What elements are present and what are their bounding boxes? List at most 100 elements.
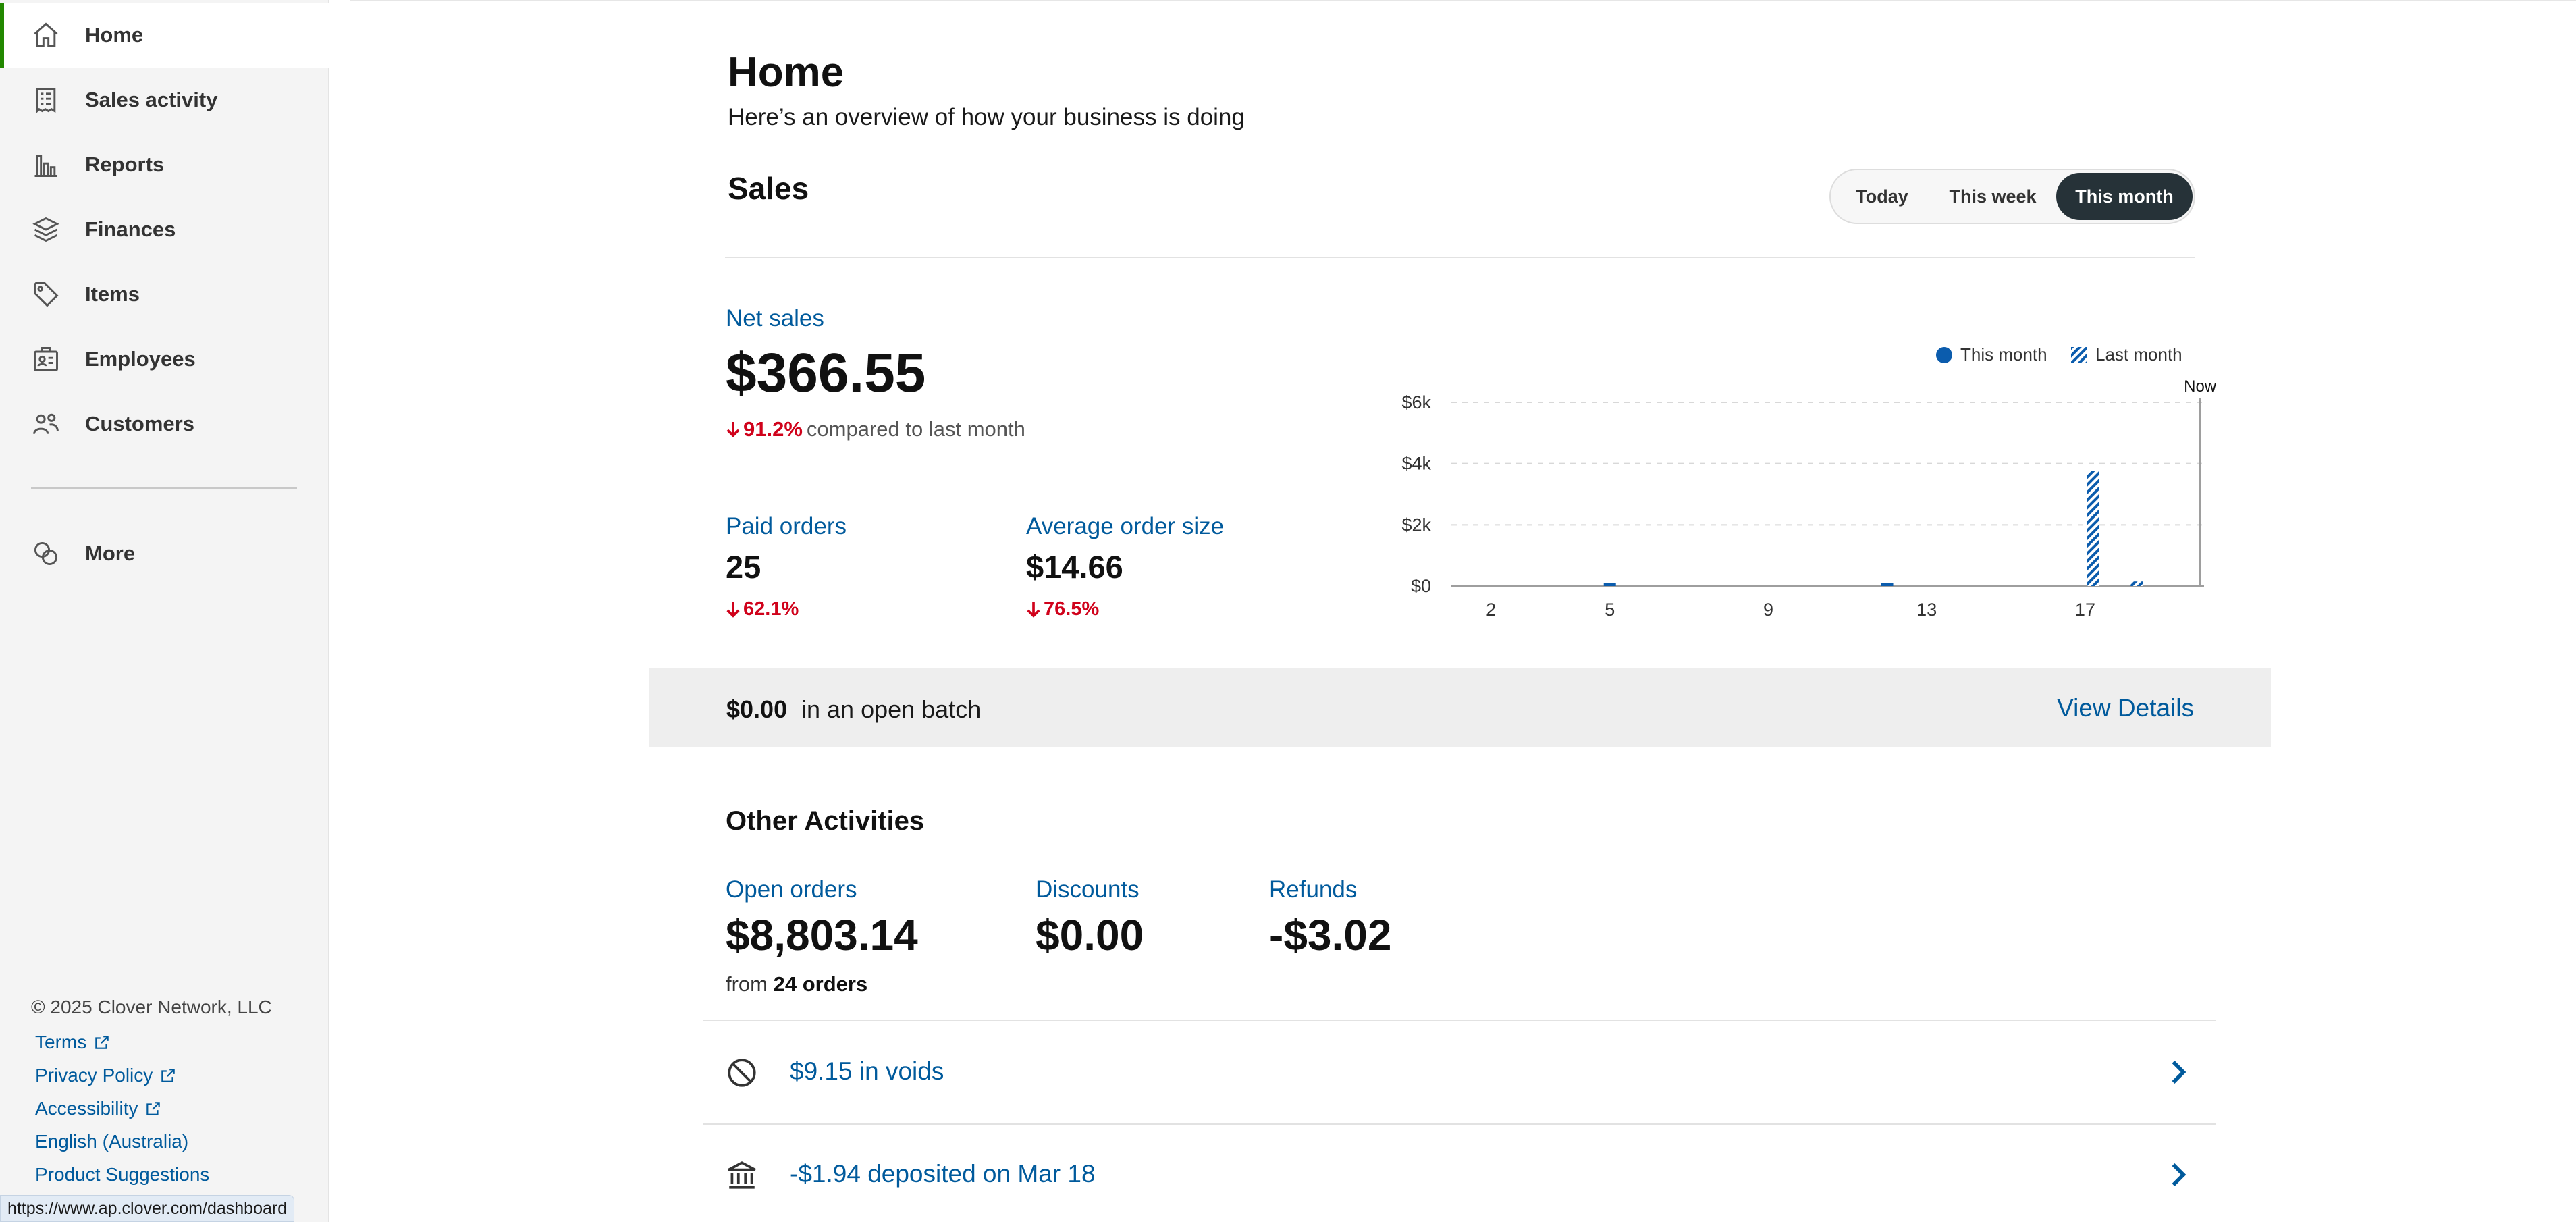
range-selector: Today This week This month [1829,169,2195,224]
open-orders-from-prefix: from [726,972,768,996]
sidebar-item-more[interactable]: More [0,521,329,586]
range-this-month-button[interactable]: This month [2056,173,2193,220]
sidebar-item-label: More [85,541,136,565]
list-divider [703,1123,2216,1125]
external-link-icon [146,1102,161,1115]
range-this-week-button[interactable]: This week [1949,186,2037,207]
bank-icon [728,1161,756,1189]
accessibility-link[interactable]: Accessibility [35,1098,162,1119]
legend-this-month-swatch [1936,347,1952,363]
sidebar-item-home[interactable]: Home [0,3,329,68]
sales-chart: $0 $2k $4k $6k 2 5 9 13 17 Now This month Last mont… [1377,338,2217,635]
external-link-icon [161,1069,176,1082]
sidebar-item-reports[interactable]: Reports [0,132,329,197]
page-subtitle: Here’s an overview of how your business … [728,104,1245,130]
deposit-row-text: -$1.94 deposited on Mar 18 [790,1160,1096,1188]
average-order-change-percent: 76.5% [1044,598,1100,620]
average-order-label[interactable]: Average order size [1026,513,1225,539]
net-sales-change-percent: 91.2% [743,417,803,441]
tag-icon [31,280,61,309]
status-bar-url: https://www.ap.clover.com/dashboard [0,1195,295,1222]
arrow-down-icon [726,602,740,618]
list-divider [703,1020,2216,1021]
batch-amount: $0.00 [726,695,788,723]
x-tick-label: 2 [1486,600,1496,620]
accessibility-link-label: Accessibility [35,1098,138,1119]
arrow-down-icon [1027,602,1040,618]
view-details-link[interactable]: View Details [2057,694,2194,722]
discounts-value: $0.00 [1036,911,1144,959]
sidebar-item-label: Items [85,282,140,306]
paid-orders-change: 62.1% [726,598,799,620]
refunds-value: -$3.02 [1269,911,1392,959]
home-icon [31,20,61,50]
batch-text: in an open batch [801,695,982,723]
language-link[interactable]: English (Australia) [35,1131,189,1152]
bar-chart-icon [31,150,61,180]
sidebar-item-sales-activity[interactable]: Sales activity [0,68,329,132]
net-sales-label[interactable]: Net sales [726,305,824,331]
top-divider [350,0,2576,1]
sidebar-item-label: Customers [85,412,194,435]
sidebar-item-label: Sales activity [85,88,218,111]
chevron-right-icon [2172,1061,2186,1084]
x-tick-label: 17 [2075,600,2095,620]
net-sales-decrease: 91.2% [726,417,803,442]
sales-chart-svg: $0 $2k $4k $6k 2 5 9 13 17 Now This month Last mont… [1401,344,2217,620]
product-suggestions-link[interactable]: Product Suggestions [35,1164,210,1185]
sidebar-item-employees[interactable]: Employees [0,327,329,392]
last-month-bar [2130,581,2143,586]
sidebar-item-customers[interactable]: Customers [0,392,329,456]
x-tick-label: 5 [1605,600,1615,620]
people-icon [31,409,61,439]
range-today-button[interactable]: Today [1856,186,1908,207]
deposit-row[interactable]: -$1.94 deposited on Mar 18 [703,1125,2216,1222]
legend-last-month-swatch [2071,347,2087,363]
more-apps-icon [31,539,61,568]
open-orders-label[interactable]: Open orders [726,876,857,903]
sidebar-divider [31,487,297,489]
sidebar: Home Sales activity Reports Finances Ite… [0,0,329,1222]
sidebar-item-finances[interactable]: Finances [0,197,329,262]
open-orders-value: $8,803.14 [726,911,918,959]
voids-row[interactable]: $9.15 in voids [703,1022,2216,1123]
legend-this-month-label: This month [1960,344,2047,365]
copyright-text: © 2025 Clover Network, LLC [31,997,272,1017]
sidebar-item-label: Employees [85,347,196,371]
x-tick-label: 9 [1763,600,1773,620]
id-card-icon [31,344,61,374]
arrow-down-icon [726,422,740,437]
sidebar-item-label: Finances [85,217,176,241]
sidebar-item-items[interactable]: Items [0,262,329,327]
y-tick-label: $2k [1401,514,1431,535]
net-sales-change: 91.2% compared to last month [726,417,1025,442]
last-month-bar [2087,471,2099,586]
x-tick-label: 13 [1916,600,1937,620]
open-orders-from-count: 24 orders [773,972,868,996]
terms-link[interactable]: Terms [35,1032,111,1053]
legend-last-month-label: Last month [2095,344,2182,365]
sales-divider [725,257,2195,258]
privacy-policy-link[interactable]: Privacy Policy [35,1065,177,1086]
open-batch-bar: $0.00 in an open batch View Details [649,668,2271,747]
sidebar-item-label: Reports [85,153,165,176]
net-sales-comparison: compared to last month [806,417,1025,441]
discounts-label[interactable]: Discounts [1036,876,1139,903]
page-title: Home [728,49,844,96]
net-sales-value: $366.55 [726,342,926,404]
y-tick-label: $0 [1411,576,1431,596]
layers-icon [31,215,61,244]
receipt-icon [31,85,61,115]
now-marker-label: Now [2184,377,2217,396]
chevron-right-icon [2172,1163,2186,1186]
paid-orders-change-percent: 62.1% [743,598,799,620]
y-tick-label: $6k [1401,392,1431,413]
open-orders-count: from 24 orders [726,972,867,997]
this-month-bar [1881,583,1894,586]
paid-orders-label[interactable]: Paid orders [726,513,847,539]
this-month-bar [1603,583,1616,586]
terms-link-label: Terms [35,1032,87,1053]
average-order-change: 76.5% [1026,598,1099,620]
refunds-label[interactable]: Refunds [1269,876,1358,903]
sales-title: Sales [728,171,809,206]
